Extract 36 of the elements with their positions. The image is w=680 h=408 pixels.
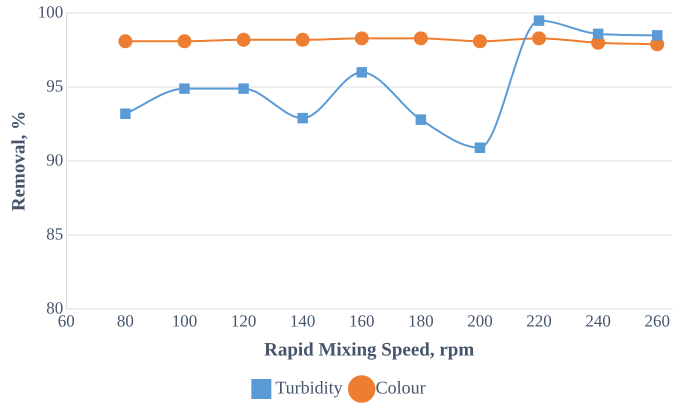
point — [356, 67, 368, 78]
point — [592, 28, 604, 40]
point — [120, 108, 131, 119]
x-tick-label: 140 — [290, 311, 316, 330]
y-tick-label: 95 — [46, 76, 64, 96]
x-axis-title: Rapid Mixing Speed, rpm — [264, 340, 474, 361]
x-tick-label: 100 — [172, 311, 198, 330]
x-tick-label: 200 — [467, 311, 493, 330]
point — [118, 34, 132, 48]
x-tick-label: 120 — [230, 311, 256, 330]
x-tick-label: 260 — [644, 311, 670, 330]
y-tick-label: 90 — [46, 150, 64, 170]
x-tick-label: 240 — [585, 311, 611, 330]
legend-label: Colour — [376, 378, 426, 398]
point — [534, 15, 544, 26]
point — [179, 83, 190, 94]
point — [236, 32, 251, 47]
y-tick-label: 100 — [38, 2, 64, 22]
point — [652, 30, 662, 41]
point — [297, 112, 308, 124]
point — [414, 31, 428, 46]
y-axis-title: Removal, % — [8, 110, 30, 212]
x-tick-label: 160 — [349, 311, 375, 330]
point — [354, 31, 369, 46]
point — [238, 83, 249, 94]
point — [416, 114, 426, 125]
x-tick-label: 80 — [116, 311, 134, 330]
point — [296, 32, 310, 47]
legend-label: Turbidity — [275, 378, 343, 398]
x-tick-label: 220 — [526, 311, 552, 330]
point — [474, 142, 486, 153]
x-tick-label: 180 — [408, 311, 434, 330]
y-tick-label: 85 — [46, 224, 64, 244]
point — [532, 31, 546, 46]
point — [177, 34, 192, 48]
point — [472, 34, 487, 48]
